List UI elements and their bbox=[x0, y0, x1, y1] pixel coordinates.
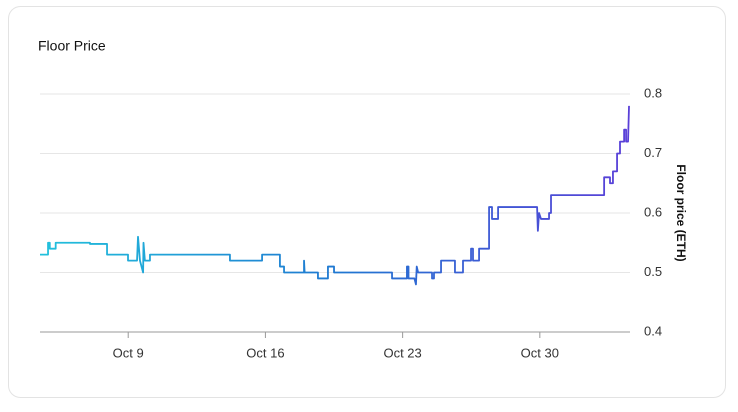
y-tick-label: 0.8 bbox=[644, 85, 662, 100]
y-tick-label: 0.5 bbox=[644, 264, 662, 279]
x-tick-label: Oct 23 bbox=[383, 345, 421, 360]
x-tick-label: Oct 9 bbox=[113, 345, 144, 360]
y-axis-label: Floor price (ETH) bbox=[674, 164, 688, 261]
chart-title: Floor Price bbox=[38, 38, 106, 54]
card bbox=[8, 6, 726, 398]
y-tick-label: 0.7 bbox=[644, 145, 662, 160]
y-tick-label: 0.4 bbox=[644, 323, 662, 338]
y-tick-label: 0.6 bbox=[644, 204, 662, 219]
x-tick-label: Oct 30 bbox=[521, 345, 559, 360]
price-line bbox=[40, 105, 630, 286]
x-tick-label: Oct 16 bbox=[246, 345, 284, 360]
